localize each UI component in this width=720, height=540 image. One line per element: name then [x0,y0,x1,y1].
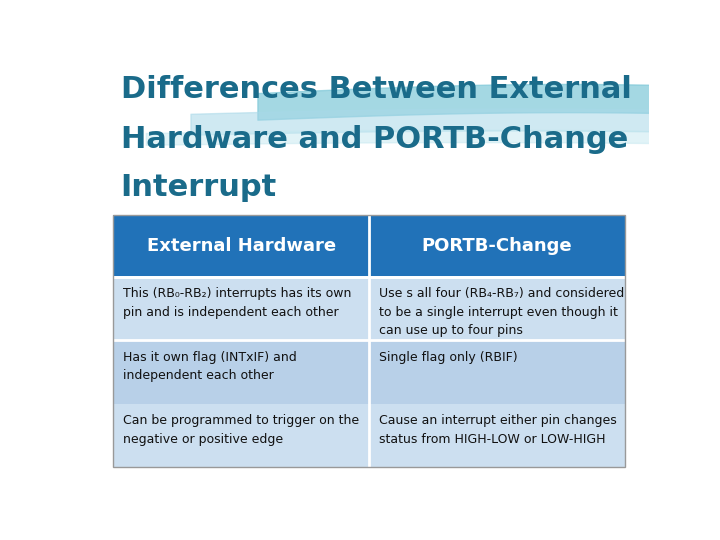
Text: Has it own flag (INTxIF) and
independent each other: Has it own flag (INTxIF) and independent… [124,351,297,382]
FancyBboxPatch shape [114,215,369,277]
FancyBboxPatch shape [369,215,624,277]
Text: Can be programmed to trigger on the
negative or positive edge: Can be programmed to trigger on the nega… [124,414,359,446]
FancyBboxPatch shape [114,340,369,404]
Text: Use s all four (RB₄-RB₇) and considered
to be a single interrupt even though it
: Use s all four (RB₄-RB₇) and considered … [379,287,624,338]
Text: Single flag only (RBIF): Single flag only (RBIF) [379,351,518,364]
FancyBboxPatch shape [114,404,369,467]
Text: PORTB-Change: PORTB-Change [421,237,572,255]
FancyBboxPatch shape [369,277,624,340]
FancyBboxPatch shape [369,404,624,467]
Text: This (RB₀-RB₂) interrupts has its own
pin and is independent each other: This (RB₀-RB₂) interrupts has its own pi… [124,287,352,319]
Text: Interrupt: Interrupt [121,173,277,202]
Text: Hardware and PORTB-Change: Hardware and PORTB-Change [121,125,628,154]
Text: Differences Between External: Differences Between External [121,75,631,104]
Text: External Hardware: External Hardware [147,237,336,255]
FancyBboxPatch shape [369,340,624,404]
Text: Cause an interrupt either pin changes
status from HIGH-LOW or LOW-HIGH: Cause an interrupt either pin changes st… [379,414,617,446]
FancyBboxPatch shape [114,277,369,340]
